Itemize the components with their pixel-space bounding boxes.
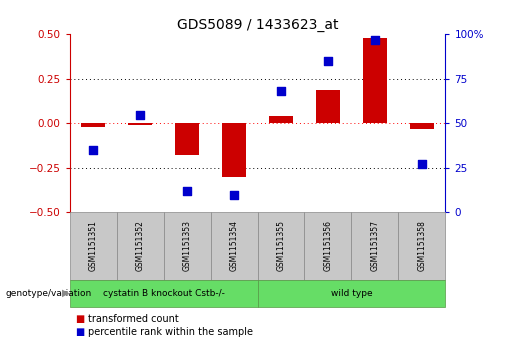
Text: GSM1151357: GSM1151357 — [370, 220, 380, 272]
Text: GSM1151353: GSM1151353 — [182, 220, 192, 272]
Text: cystatin B knockout Cstb-/-: cystatin B knockout Cstb-/- — [102, 289, 225, 298]
Text: transformed count: transformed count — [88, 314, 178, 325]
Bar — [410, 123, 434, 129]
Bar — [128, 123, 152, 125]
Text: percentile rank within the sample: percentile rank within the sample — [88, 327, 252, 337]
Text: GSM1151356: GSM1151356 — [323, 220, 333, 272]
Text: GSM1151355: GSM1151355 — [277, 220, 285, 272]
Bar — [363, 38, 387, 123]
Bar — [81, 123, 105, 127]
Point — [136, 112, 144, 118]
Text: ■: ■ — [75, 314, 84, 325]
Text: ▶: ▶ — [62, 288, 69, 298]
Text: GSM1151352: GSM1151352 — [135, 220, 145, 272]
Point — [371, 37, 379, 43]
Point — [183, 188, 191, 194]
Point — [277, 89, 285, 94]
Text: GSM1151354: GSM1151354 — [230, 220, 238, 272]
Point — [230, 192, 238, 197]
Point — [418, 162, 426, 167]
Text: wild type: wild type — [331, 289, 372, 298]
Point — [324, 58, 332, 64]
Text: GSM1151358: GSM1151358 — [418, 220, 426, 272]
Title: GDS5089 / 1433623_at: GDS5089 / 1433623_at — [177, 18, 338, 32]
Text: genotype/variation: genotype/variation — [5, 289, 91, 298]
Bar — [222, 123, 246, 177]
Bar — [269, 116, 293, 123]
Text: GSM1151351: GSM1151351 — [89, 220, 97, 272]
Text: ■: ■ — [75, 327, 84, 337]
Point — [89, 147, 97, 153]
Bar — [316, 90, 340, 123]
Bar — [175, 123, 199, 155]
